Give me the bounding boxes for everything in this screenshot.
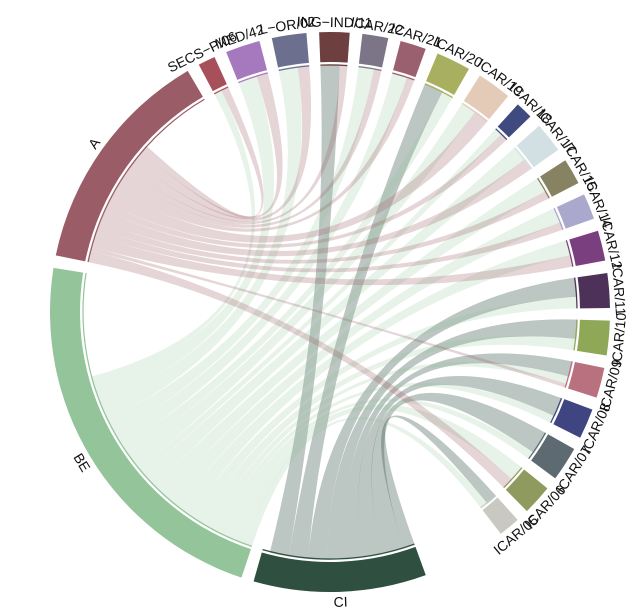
group-arc-icar-12: [569, 230, 606, 267]
group-arc-accent-icar-19: [461, 102, 488, 122]
group-arc-accent-be: [82, 272, 253, 547]
chord-be-icar-10: [199, 335, 577, 529]
chord-a-icar-09: [89, 246, 568, 388]
group-arc-icar-17: [516, 125, 559, 168]
group-arc-icar-19: [463, 75, 509, 120]
group-arc-accent-icar-12: [565, 240, 574, 267]
group-label-icar-10: ICAR/10: [608, 312, 629, 366]
chord-be-icar-17: [143, 147, 526, 487]
group-arc-accent-ing-ind-11: [320, 64, 348, 67]
group-arc-ci: [253, 546, 426, 592]
group-arc-accent-icar-05: [480, 494, 496, 509]
group-arc-accent-icar-20: [424, 83, 453, 99]
group-arc-icar-07: [531, 434, 575, 479]
chord-ci-icar-07: [371, 392, 547, 555]
group-label-ci: CI: [333, 594, 348, 609]
chord-a-med-42: [133, 72, 283, 220]
group-arc-icar-21: [393, 41, 426, 78]
group-arc-accent-icar-18: [495, 128, 508, 140]
group-arc-icar-06: [505, 469, 548, 512]
group-arc-accent-med-42: [238, 72, 268, 84]
chord-ci-icar-10: [327, 319, 578, 561]
group-arc-accent-icar-09: [564, 361, 573, 388]
group-arc-accent-a: [87, 98, 205, 263]
group-arc-accent-icar-15: [537, 177, 550, 199]
group-arc-l-or-02: [271, 32, 309, 68]
group-arc-accent-secs-p-06: [213, 86, 229, 95]
chord-be-icar-19: [128, 102, 476, 470]
group-arc-accent-icar-11: [574, 277, 578, 309]
group-arc-accent-icar-21: [392, 72, 415, 81]
group-arc-med-42: [226, 41, 267, 80]
group-arc-icar-20: [426, 53, 469, 95]
chord-ci-ing-ind-11: [269, 63, 340, 557]
group-arc-ing-ind-11: [319, 31, 350, 63]
chord-ribbons: [87, 63, 578, 561]
group-arc-icar-11: [577, 273, 610, 309]
group-label-icar-11: ICAR/11: [609, 263, 629, 316]
group-arc-secs-p-06: [198, 56, 227, 92]
chord-be-icar-18: [138, 128, 503, 476]
group-arc-accent-icar-17: [514, 147, 532, 170]
chord-ci-icar-20: [288, 83, 443, 560]
group-arc-accent-ci: [262, 543, 415, 560]
chord-ci-icar-05: [381, 415, 497, 549]
chord-be-med-42: [92, 75, 275, 403]
group-arcs: [49, 31, 610, 592]
group-arc-accent-l-or-02: [278, 65, 310, 71]
chord-be-l-or-02: [99, 66, 302, 421]
group-arc-icar-09: [568, 362, 605, 398]
group-arc-accent-icar-22: [358, 66, 382, 71]
group-arc-icar-14: [556, 194, 594, 229]
group-arc-icar-15: [540, 160, 579, 197]
group-arc-icar-08: [553, 399, 593, 438]
group-arc-be: [49, 267, 251, 578]
chord-be-icar-14: [164, 207, 562, 508]
chord-ci-icar-08: [358, 375, 563, 558]
group-arc-icar-10: [576, 319, 610, 356]
group-arc-accent-icar-14: [553, 207, 564, 230]
group-arc-accent-icar-10: [573, 319, 578, 351]
group-label-ing-ind-11: ING−IND/11: [297, 13, 373, 30]
group-arc-icar-18: [497, 104, 531, 138]
group-arc-accent-icar-08: [550, 397, 563, 424]
group-arc-icar-22: [358, 33, 389, 68]
group-arc-accent-icar-07: [528, 432, 546, 460]
group-arc-accent-icar-06: [503, 467, 523, 489]
chord-be-icar-06: [229, 404, 523, 545]
group-label-a: A: [85, 134, 104, 151]
group-arc-a: [55, 70, 203, 262]
chord-a-icar-14: [94, 222, 564, 273]
group-arc-icar-05: [482, 497, 518, 534]
chord-be-icar-15: [153, 177, 547, 498]
chord-be-icar-07: [222, 398, 534, 539]
